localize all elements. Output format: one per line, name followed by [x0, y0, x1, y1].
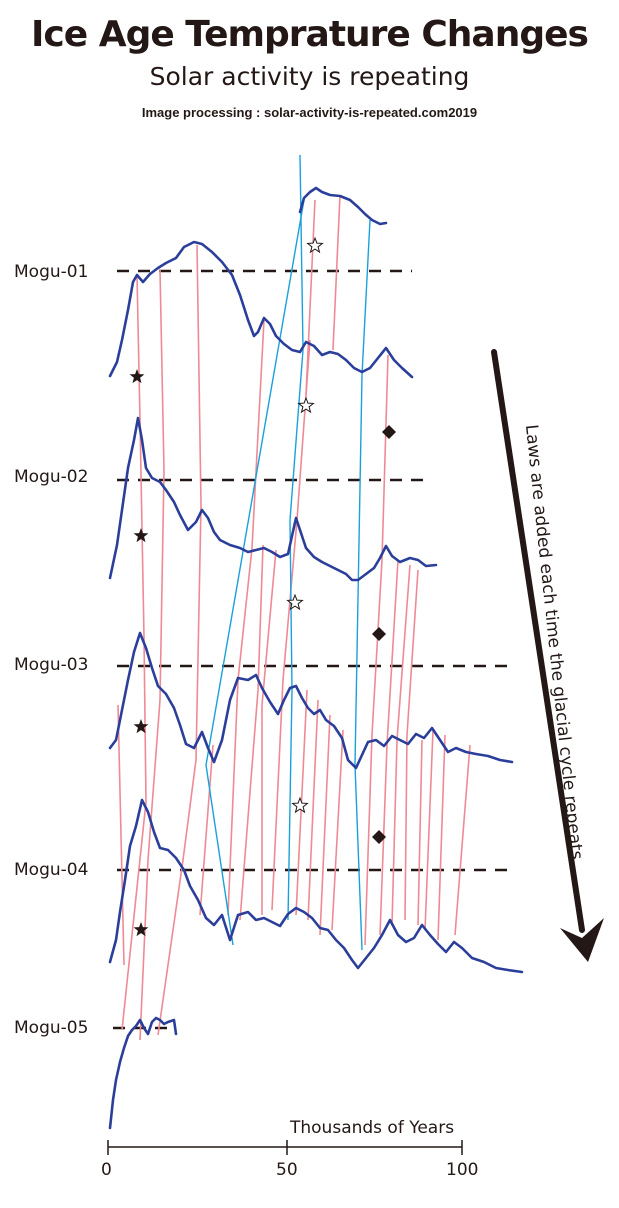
white-star-marker	[297, 396, 315, 414]
temperature-curve-mogu-03	[108, 631, 514, 770]
temperature-curve-mogu-01	[108, 240, 414, 379]
black-star-marker	[133, 719, 149, 734]
x-axis	[107, 1140, 463, 1155]
black-star-marker	[133, 528, 149, 543]
white-star-marker	[306, 236, 324, 254]
x-tick-label-50: 50	[276, 1160, 298, 1180]
progression-arrow	[491, 349, 604, 962]
x-tick-label-100: 100	[446, 1160, 479, 1180]
curve-label-mogu-02: Mogu-02	[14, 467, 89, 487]
cycle-lines	[205, 154, 371, 951]
black-diamond-marker	[372, 627, 386, 641]
image-credit: Image processing : solar-activity-is-rep…	[141, 105, 478, 120]
temperature-curve-mogu-02	[108, 416, 438, 582]
curve-label-mogu-04: Mogu-04	[14, 860, 89, 880]
curve-label-mogu-01: Mogu-01	[14, 262, 89, 282]
page-subtitle: Solar activity is repeating	[149, 62, 470, 91]
page-title: Ice Age Temprature Changes	[31, 14, 589, 55]
white-star-marker	[286, 593, 304, 611]
temperature-curve-mogu-01a	[298, 186, 388, 226]
black-star-marker	[129, 369, 145, 384]
markers	[129, 236, 396, 937]
white-star-marker	[291, 796, 309, 814]
curve-label-mogu-05: Mogu-05	[14, 1018, 89, 1038]
curve-label-mogu-03: Mogu-03	[14, 655, 89, 675]
black-diamond-marker	[382, 425, 396, 439]
black-star-marker	[133, 922, 149, 937]
black-diamond-marker	[372, 830, 386, 844]
temperature-curve-mogu-05	[108, 1016, 178, 1130]
x-axis-title: Thousands of Years	[290, 1118, 455, 1138]
correlation-lines	[117, 194, 471, 1041]
x-tick-label-0: 0	[101, 1160, 112, 1180]
temperature-curve-mogu-04	[108, 798, 524, 974]
